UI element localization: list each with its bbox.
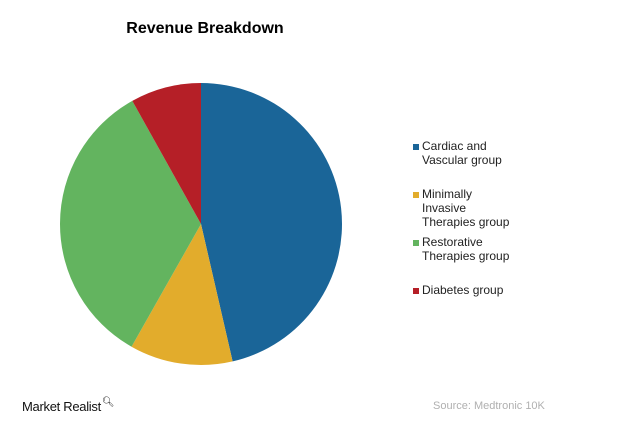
legend-label: Minimally Invasive Therapies group — [422, 187, 510, 229]
legend-label: Restorative Therapies group — [422, 235, 510, 263]
legend-label: Cardiac and Vascular group — [422, 139, 502, 167]
pie-slice-minimally-invasive — [131, 224, 233, 366]
legend-swatch — [413, 144, 419, 150]
pie-slice-diabetes — [132, 83, 201, 224]
legend-item-cardiac: Cardiac and Vascular group — [413, 139, 509, 167]
logo-text: Market Realist — [22, 399, 101, 414]
legend-item-minimally-invasive: Minimally Invasive Therapies group — [413, 187, 509, 229]
market-realist-logo: Market Realist🔍︎ — [22, 397, 115, 414]
source-note: Source: Medtronic 10K — [433, 400, 545, 412]
legend-swatch — [413, 192, 419, 198]
pie-slice-restorative — [60, 100, 202, 347]
legend-item-diabetes: Diabetes group — [413, 283, 509, 297]
legend-item-restorative: Restorative Therapies group — [413, 235, 509, 263]
pie-slice-cardiac — [201, 83, 342, 362]
magnifier-icon: 🔍︎ — [101, 397, 115, 408]
legend-swatch — [413, 288, 419, 294]
legend-swatch — [413, 240, 419, 246]
legend-label: Diabetes group — [422, 283, 504, 297]
legend: Cardiac and Vascular group Minimally Inv… — [413, 139, 509, 297]
chart-title: Revenue Breakdown — [126, 20, 284, 37]
